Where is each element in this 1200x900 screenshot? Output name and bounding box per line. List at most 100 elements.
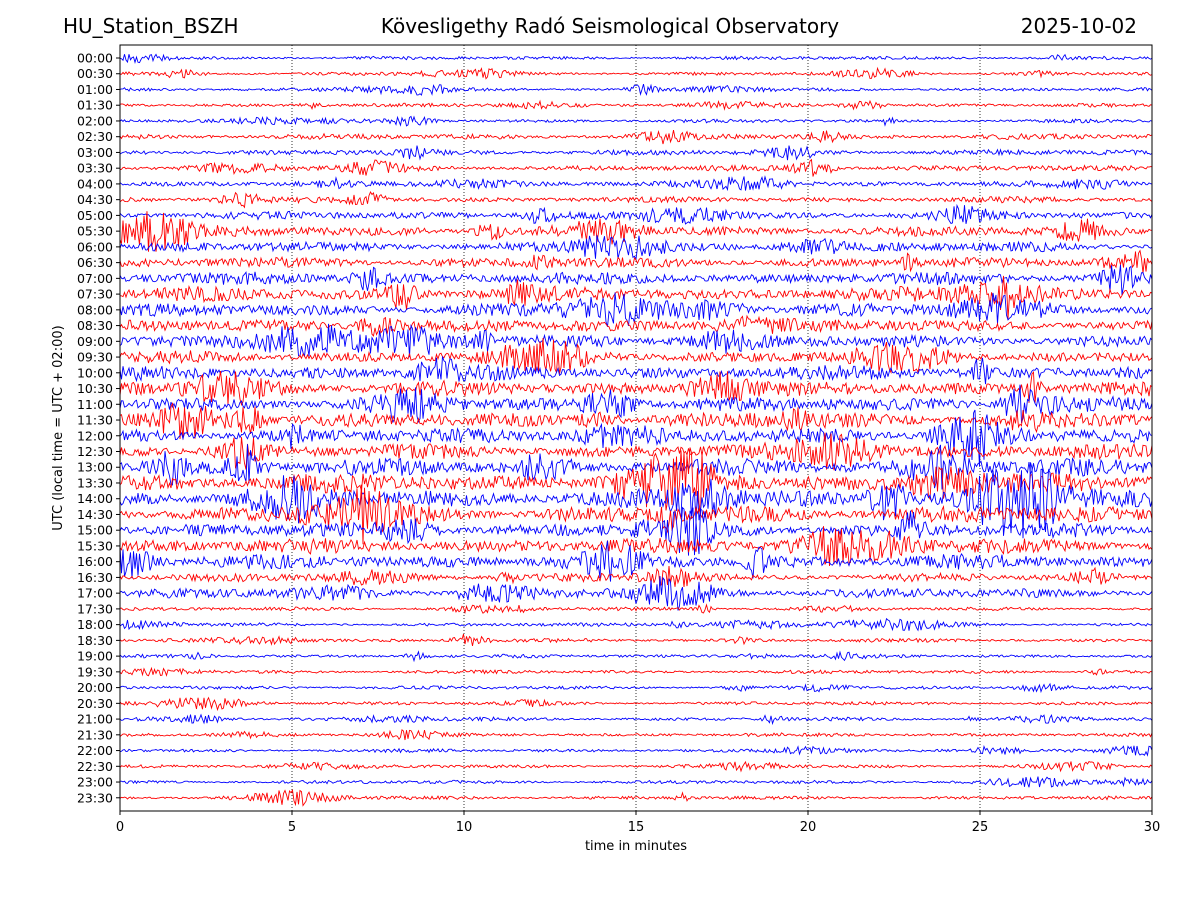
y-tick-label: 22:30	[77, 759, 113, 774]
trace-0130	[120, 99, 1152, 111]
y-tick-label: 16:00	[77, 554, 113, 569]
trace-1600	[120, 540, 1152, 582]
trace-0200	[120, 115, 1152, 127]
y-tick-label: 13:00	[77, 460, 113, 475]
trace-1830	[120, 633, 1152, 647]
trace-0430	[120, 191, 1152, 209]
y-tick-label: 10:30	[77, 381, 113, 396]
y-tick-label: 21:30	[77, 727, 113, 742]
y-tick-label: 10:00	[77, 365, 113, 380]
trace-1200	[120, 409, 1152, 467]
y-tick-label: 09:00	[77, 334, 113, 349]
trace-0900	[120, 323, 1152, 358]
y-tick-label: 21:00	[77, 712, 113, 727]
station-name: HU_Station_BSZH	[63, 14, 239, 38]
y-tick-label: 08:00	[77, 302, 113, 317]
trace-1500	[120, 506, 1152, 556]
y-axis-ticks: 00:0000:3001:0001:3002:0002:3003:0003:30…	[77, 51, 120, 805]
y-tick-label: 01:30	[77, 98, 113, 113]
y-tick-label: 04:00	[77, 176, 113, 191]
y-tick-label: 17:30	[77, 601, 113, 616]
trace-1730	[120, 603, 1152, 615]
y-tick-label: 12:30	[77, 444, 113, 459]
seismic-traces	[120, 53, 1152, 807]
y-tick-label: 03:00	[77, 145, 113, 160]
y-tick-label: 19:30	[77, 664, 113, 679]
x-tick-label: 30	[1144, 820, 1161, 835]
trace-1000	[120, 356, 1152, 385]
y-tick-label: 04:30	[77, 192, 113, 207]
trace-1400	[120, 462, 1152, 539]
trace-0630	[120, 249, 1152, 274]
trace-2200	[120, 745, 1152, 757]
y-tick-label: 13:30	[77, 475, 113, 490]
y-tick-label: 11:00	[77, 397, 113, 412]
y-tick-label: 15:00	[77, 523, 113, 538]
trace-0800	[120, 292, 1152, 327]
trace-0000	[120, 53, 1152, 64]
y-tick-label: 03:30	[77, 161, 113, 176]
x-tick-label: 0	[116, 820, 124, 835]
x-tick-label: 15	[628, 820, 645, 835]
y-tick-label: 14:30	[77, 507, 113, 522]
trace-1100	[120, 384, 1152, 424]
trace-1530	[120, 526, 1152, 566]
trace-0600	[120, 235, 1152, 261]
trace-1130	[120, 402, 1152, 440]
y-tick-label: 20:30	[77, 696, 113, 711]
x-axis-ticks: 0 5 10 15 20 25 30	[116, 811, 1160, 835]
trace-1230	[120, 432, 1152, 472]
y-tick-label: 02:30	[77, 129, 113, 144]
trace-0830	[120, 314, 1152, 337]
y-tick-label: 22:00	[77, 743, 113, 758]
y-tick-label: 08:30	[77, 318, 113, 333]
y-tick-label: 15:30	[77, 538, 113, 553]
x-tick-label: 20	[800, 820, 817, 835]
chart-date: 2025-10-02	[1020, 14, 1137, 38]
trace-1430	[120, 484, 1152, 545]
y-tick-label: 00:30	[77, 66, 113, 81]
trace-0730	[120, 275, 1152, 320]
y-tick-label: 19:00	[77, 649, 113, 664]
trace-0530	[120, 211, 1152, 252]
y-tick-label: 23:30	[77, 790, 113, 805]
trace-0400	[120, 175, 1152, 192]
y-tick-label: 07:30	[77, 287, 113, 302]
y-axis-label: UTC (local time = UTC + 02:00)	[51, 325, 66, 530]
trace-0030	[120, 66, 1152, 80]
trace-0100	[120, 83, 1152, 96]
trace-1900	[120, 650, 1152, 663]
x-tick-label: 5	[288, 820, 296, 835]
y-tick-label: 02:00	[77, 113, 113, 128]
y-tick-label: 07:00	[77, 271, 113, 286]
y-tick-label: 20:00	[77, 680, 113, 695]
y-tick-label: 16:30	[77, 570, 113, 585]
y-tick-label: 00:00	[77, 51, 113, 66]
trace-1930	[120, 666, 1152, 677]
y-tick-label: 11:30	[77, 413, 113, 428]
trace-2000	[120, 682, 1152, 694]
trace-2130	[120, 728, 1152, 741]
trace-2230	[120, 760, 1152, 773]
x-axis-label: time in minutes	[585, 839, 687, 854]
trace-0330	[120, 158, 1152, 177]
trace-0700	[120, 264, 1152, 296]
y-tick-label: 23:00	[77, 775, 113, 790]
trace-1300	[120, 444, 1152, 490]
trace-1030	[120, 370, 1152, 406]
trace-2100	[120, 713, 1152, 726]
trace-0930	[120, 337, 1152, 375]
y-tick-label: 17:00	[77, 586, 113, 601]
trace-2330	[120, 788, 1152, 807]
y-tick-label: 06:30	[77, 255, 113, 270]
grid-lines	[291, 45, 981, 811]
y-tick-label: 06:00	[77, 239, 113, 254]
y-tick-label: 05:00	[77, 208, 113, 223]
trace-2030	[120, 696, 1152, 712]
trace-1700	[120, 576, 1152, 611]
trace-0230	[120, 129, 1152, 145]
y-tick-label: 18:00	[77, 617, 113, 632]
trace-2300	[120, 776, 1152, 788]
trace-1800	[120, 617, 1152, 632]
